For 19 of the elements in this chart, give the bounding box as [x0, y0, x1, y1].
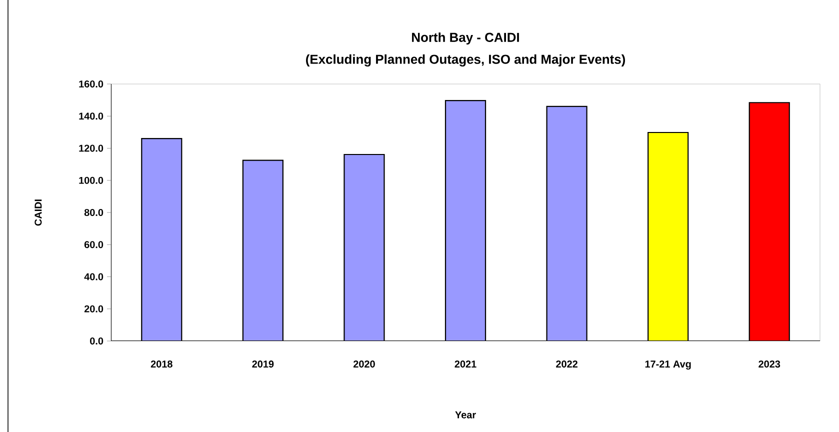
y-axis-title: CAIDI [34, 200, 42, 226]
x-tick-label: 2022 [556, 360, 578, 368]
x-axis-title: Year [455, 411, 476, 418]
y-tick-label: 100.0 [79, 176, 104, 184]
y-tick-label: 40.0 [84, 273, 104, 280]
y-tick-label: 0.0 [90, 337, 104, 345]
y-tick-label: 160.0 [79, 80, 104, 88]
y-tick-label: 140.0 [79, 112, 104, 120]
x-tick-label: 17-21 Avg [645, 360, 691, 370]
y-tick-label: 20.0 [84, 305, 104, 312]
chart-title: North Bay - CAIDI (Excluding Planned Outages, ISO and Major Events) [306, 32, 626, 67]
x-tick-label: 2023 [758, 360, 780, 368]
y-tick-label: 80.0 [84, 208, 104, 216]
y-tick-label: 60.0 [84, 241, 104, 248]
x-tick-label: 2020 [353, 360, 375, 368]
x-tick-label: 2018 [150, 360, 172, 368]
x-tick-label: 2019 [252, 360, 274, 368]
y-tick-label: 120.0 [79, 144, 104, 152]
x-tick-label: 2021 [454, 360, 476, 368]
